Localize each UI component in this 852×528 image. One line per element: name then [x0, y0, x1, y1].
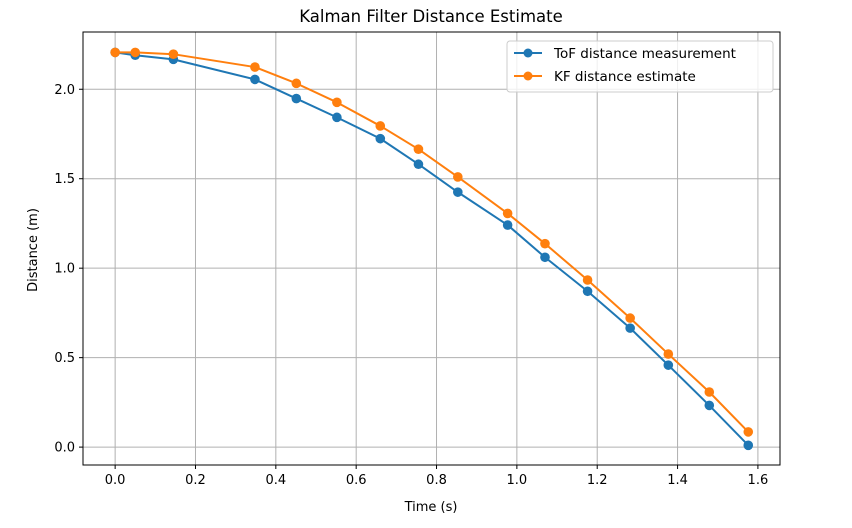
- y-tick-label: 0.5: [54, 351, 75, 366]
- legend-frame: [506, 40, 774, 93]
- x-tick-label: 0.8: [426, 473, 447, 488]
- data-point: [375, 121, 386, 131]
- legend-entry-kf: KF distance estimate: [514, 69, 696, 85]
- x-tick-label: 0.6: [346, 473, 367, 488]
- plot-series: [110, 47, 754, 451]
- data-point: [110, 47, 120, 58]
- data-point: [291, 78, 302, 89]
- data-point: [663, 349, 674, 359]
- data-point: [704, 400, 715, 411]
- legend-marker-kf: [523, 71, 533, 81]
- legend-marker-tof: [523, 48, 533, 58]
- data-point: [332, 112, 342, 123]
- data-point: [625, 313, 635, 323]
- data-point: [413, 144, 424, 154]
- data-point: [453, 172, 463, 182]
- x-tick-label: 0.4: [265, 473, 286, 488]
- legend-label-tof: ToF distance measurement: [553, 46, 736, 62]
- series-0: [110, 47, 754, 451]
- x-axis-label: Time (s): [404, 500, 458, 515]
- series-line: [115, 51, 749, 433]
- data-point: [168, 49, 179, 59]
- x-tick-label: 1.0: [507, 473, 528, 488]
- data-point: [453, 187, 463, 197]
- data-point: [663, 360, 674, 370]
- data-point: [250, 74, 260, 85]
- y-axis-ticks: 0.0 0.5 1.0 1.5 2.0: [54, 83, 83, 456]
- y-axis-label: Distance (m): [26, 208, 41, 292]
- x-tick-label: 1.4: [667, 473, 688, 488]
- gridlines: [83, 32, 780, 465]
- data-point: [582, 275, 593, 285]
- y-tick-label: 1.5: [54, 172, 75, 187]
- legend: ToF distance measurement KF distance est…: [506, 40, 774, 93]
- y-tick-label: 1.0: [54, 262, 75, 277]
- data-point: [540, 252, 550, 263]
- series-line: [114, 51, 749, 447]
- data-point: [704, 387, 715, 397]
- data-point: [291, 93, 302, 104]
- series-1: [110, 47, 754, 437]
- x-tick-label: 0.2: [185, 473, 206, 488]
- data-point: [130, 47, 141, 58]
- data-point: [250, 62, 260, 72]
- chart-title: Kalman Filter Distance Estimate: [299, 7, 563, 26]
- data-point: [540, 238, 550, 249]
- data-point: [743, 440, 754, 451]
- data-point: [502, 208, 513, 219]
- y-tick-label: 0.0: [54, 441, 75, 456]
- data-point: [625, 323, 635, 333]
- data-point: [413, 159, 424, 170]
- x-tick-label: 0.0: [105, 473, 126, 488]
- data-point: [582, 286, 593, 297]
- axes-frame: [82, 31, 781, 466]
- x-axis-ticks: 0.0 0.2 0.4 0.6 0.8 1.0 1.2 1.4 1.6: [105, 465, 768, 488]
- data-point: [743, 427, 754, 437]
- legend-label-kf: KF distance estimate: [554, 69, 696, 85]
- data-point: [375, 133, 386, 144]
- x-tick-label: 1.2: [587, 473, 608, 488]
- y-tick-label: 2.0: [54, 83, 75, 98]
- data-point: [502, 220, 513, 230]
- data-point: [332, 97, 342, 108]
- legend-entry-tof: ToF distance measurement: [514, 46, 736, 62]
- x-tick-label: 1.6: [748, 473, 769, 488]
